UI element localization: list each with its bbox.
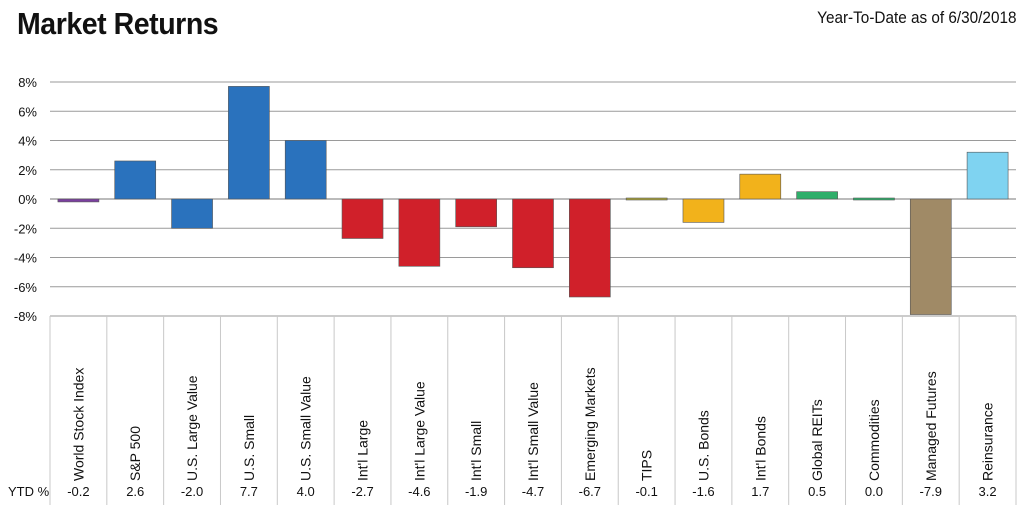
bar bbox=[853, 197, 895, 201]
category-label: S&P 500 bbox=[127, 426, 143, 481]
y-tick-label: 0% bbox=[18, 192, 37, 207]
chart-title: Market Returns bbox=[17, 6, 219, 41]
category-label: U.S. Large Value bbox=[184, 375, 200, 481]
category-label: TIPS bbox=[639, 450, 655, 481]
ytd-value: -1.9 bbox=[465, 484, 487, 499]
category-label: Global REITs bbox=[809, 399, 825, 481]
y-tick-label: 2% bbox=[18, 163, 37, 178]
category-label: Int'l Large bbox=[355, 420, 371, 481]
bar bbox=[341, 198, 384, 239]
ytd-row-label: YTD % bbox=[8, 484, 50, 499]
category-label: World Stock Index bbox=[70, 368, 86, 481]
bar bbox=[171, 198, 213, 229]
bar bbox=[114, 160, 157, 200]
y-tick-label: -4% bbox=[14, 251, 38, 266]
bar bbox=[455, 198, 497, 228]
bar bbox=[909, 198, 952, 315]
category-label: Commodities bbox=[866, 399, 882, 481]
bar bbox=[739, 173, 782, 200]
y-tick-label: 4% bbox=[18, 134, 37, 149]
ytd-value: 2.6 bbox=[126, 484, 144, 499]
ytd-value: -0.2 bbox=[67, 484, 89, 499]
category-label: Reinsurance bbox=[980, 402, 996, 481]
bar bbox=[682, 198, 725, 223]
category-label: Int'l Small bbox=[468, 421, 484, 481]
bar bbox=[796, 191, 838, 200]
ytd-value: -2.0 bbox=[181, 484, 203, 499]
bar bbox=[398, 198, 441, 267]
ytd-value: -6.7 bbox=[579, 484, 601, 499]
ytd-value: 4.0 bbox=[297, 484, 315, 499]
bar bbox=[57, 198, 100, 203]
ytd-value: -7.9 bbox=[920, 484, 942, 499]
ytd-value: 0.0 bbox=[865, 484, 883, 499]
category-label: U.S. Small Value bbox=[298, 376, 314, 481]
y-tick-label: 6% bbox=[18, 104, 37, 119]
category-label: Int'l Small Value bbox=[525, 382, 541, 481]
chart-subtitle: Year-To-Date as of 6/30/2018 bbox=[816, 8, 1016, 27]
category-label: Emerging Markets bbox=[582, 367, 598, 481]
bar bbox=[569, 198, 611, 298]
y-tick-label: -2% bbox=[14, 221, 38, 236]
ytd-value: 1.7 bbox=[751, 484, 769, 499]
ytd-value: -4.6 bbox=[408, 484, 430, 499]
ytd-value: -0.1 bbox=[635, 484, 657, 499]
bar bbox=[512, 198, 554, 269]
ytd-value: 3.2 bbox=[979, 484, 997, 499]
bar bbox=[966, 151, 1009, 200]
bar bbox=[625, 197, 668, 201]
ytd-value: -4.7 bbox=[522, 484, 544, 499]
category-label: Int'l Bonds bbox=[752, 416, 768, 481]
bar bbox=[228, 86, 270, 200]
ytd-value: -2.7 bbox=[351, 484, 373, 499]
bar bbox=[284, 140, 327, 200]
ytd-value: -1.6 bbox=[692, 484, 714, 499]
category-label: Int'l Large Value bbox=[411, 381, 427, 481]
ytd-value: 0.5 bbox=[808, 484, 826, 499]
ytd-value: 7.7 bbox=[240, 484, 258, 499]
y-tick-label: 8% bbox=[18, 75, 37, 90]
category-label: U.S. Small bbox=[241, 415, 257, 481]
category-label: U.S. Bonds bbox=[695, 410, 711, 481]
y-tick-label: -6% bbox=[14, 280, 38, 295]
category-label: Managed Futures bbox=[923, 371, 939, 481]
y-tick-label: -8% bbox=[14, 309, 38, 324]
